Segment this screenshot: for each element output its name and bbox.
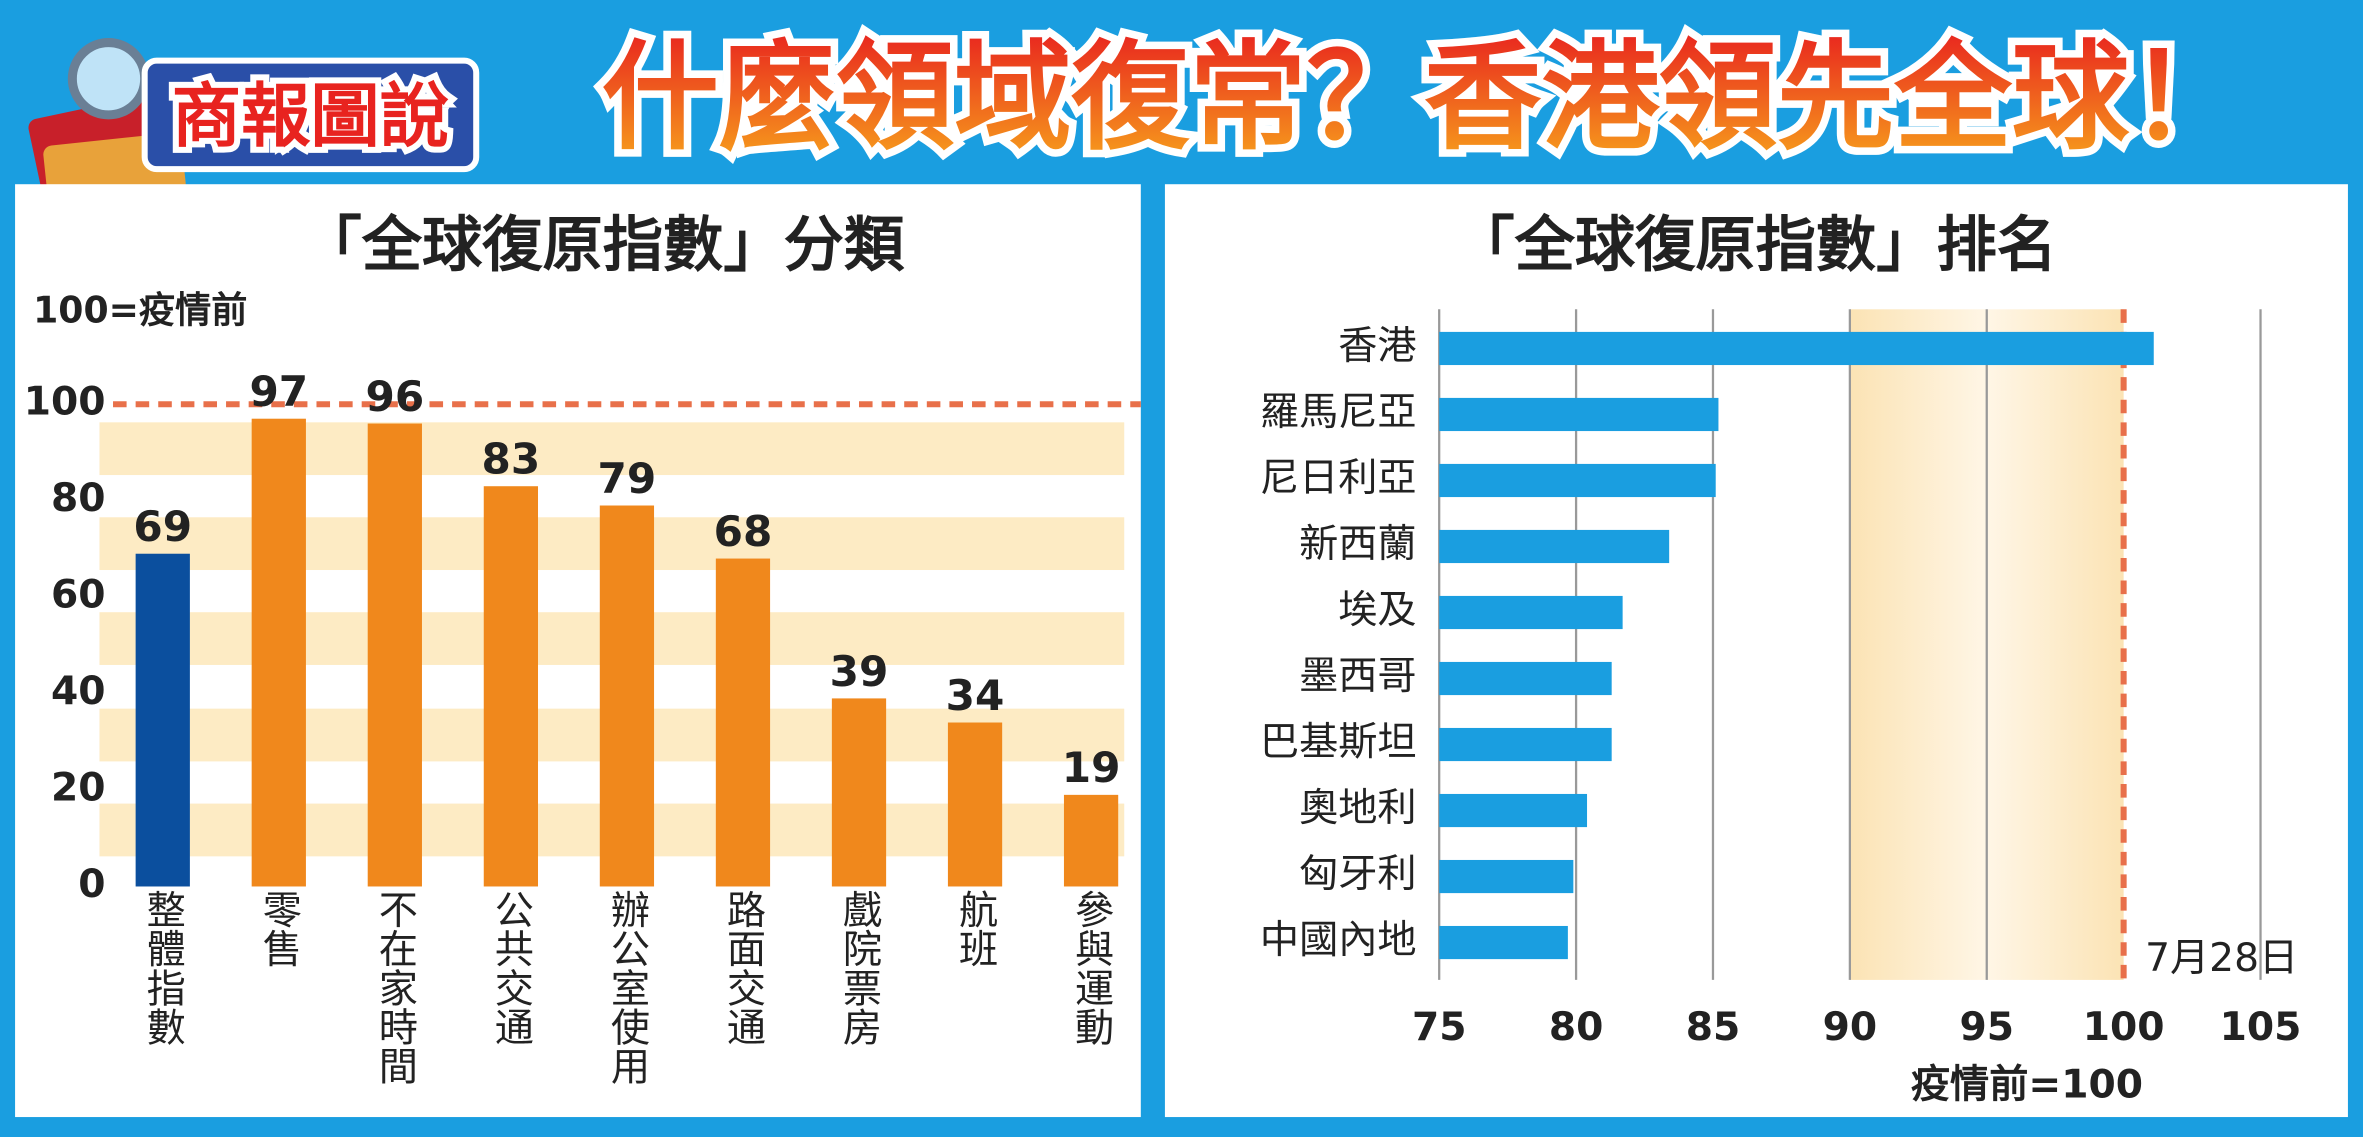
chart-title: 「全球復原指數」分類	[301, 211, 904, 281]
y-tick-label: 20	[51, 766, 106, 811]
x-tick-label: 路面交通	[720, 889, 765, 1046]
y-tick-label: 埃及	[1338, 588, 1416, 633]
x-tick-label: 零售	[256, 889, 301, 967]
bar	[135, 553, 190, 887]
main-title: 什麼領域復常？香港領先全球！	[601, 29, 2246, 166]
y-tick-label: 匈牙利	[1299, 852, 1417, 897]
bar	[367, 423, 422, 887]
x-tick-label: 航班	[953, 889, 998, 968]
x-tick-label: 95	[1959, 1005, 2014, 1050]
badge: 商報圖說	[172, 77, 449, 157]
y-tick-label: 奧地利	[1299, 786, 1417, 831]
value-label: 34	[946, 671, 1005, 720]
x-tick-label: 90	[1823, 1005, 1878, 1050]
bar	[1439, 331, 2154, 366]
bar	[483, 486, 539, 887]
x-tick-label: 85	[1686, 1005, 1741, 1050]
value-label: 69	[133, 502, 192, 551]
y-tick-label: 80	[51, 476, 106, 521]
y-tick-label: 60	[51, 573, 106, 618]
x-tick-label: 整體指數	[140, 889, 185, 1046]
bar	[1439, 925, 1568, 960]
y-tick-label: 0	[78, 862, 105, 907]
y-tick-label: 巴基斯坦	[1260, 720, 1417, 765]
y-tick-label: 中國內地	[1260, 918, 1417, 963]
bar	[1439, 727, 1612, 762]
x-tick-label: 75	[1412, 1005, 1467, 1050]
value-label: 39	[830, 647, 889, 696]
value-label: 79	[598, 454, 657, 503]
y-tick-label: 100	[24, 380, 106, 425]
value-label: 97	[249, 367, 308, 416]
x-tick-label: 辦公室使用	[604, 889, 650, 1085]
value-label: 96	[365, 372, 424, 421]
y-tick-label: 新西蘭	[1299, 522, 1417, 567]
bar	[947, 722, 1003, 887]
bar	[1439, 529, 1670, 564]
y-tick-label: 尼日利亞	[1260, 456, 1417, 501]
x-tick-label: 參與運動	[1069, 889, 1114, 1046]
bar	[1439, 859, 1574, 894]
bar	[1439, 661, 1612, 696]
y-tick-label: 羅馬尼亞	[1260, 390, 1417, 435]
bar	[715, 558, 771, 887]
bar	[831, 698, 887, 887]
bar	[1439, 397, 1719, 432]
value-label: 83	[482, 435, 541, 484]
bar	[1439, 463, 1716, 498]
y-tick-label: 香港	[1338, 324, 1416, 369]
bar	[1439, 793, 1588, 828]
bar	[1063, 794, 1119, 887]
x-tick-label: 公共交通	[488, 889, 533, 1046]
x-tick-label: 不在家時間	[372, 889, 417, 1085]
bar	[599, 505, 655, 887]
y-tick-label: 40	[51, 669, 106, 714]
x-tick-label: 戲院票房	[836, 889, 881, 1046]
x-tick-label: 105	[2220, 1005, 2302, 1050]
badge-icon	[28, 38, 480, 206]
value-label: 68	[714, 507, 773, 556]
value-label: 19	[1062, 743, 1121, 792]
bar	[251, 418, 306, 887]
y-axis-label: 100=疫情前	[33, 288, 247, 331]
x-tick-label: 80	[1549, 1005, 1604, 1050]
bar	[1439, 595, 1623, 630]
x-axis-label: 疫情前=100	[1911, 1062, 2143, 1107]
y-tick-label: 墨西哥	[1299, 654, 1417, 699]
x-tick-label: 100	[2083, 1005, 2165, 1050]
chart-title: 「全球復原指數」排名	[1454, 211, 2057, 281]
